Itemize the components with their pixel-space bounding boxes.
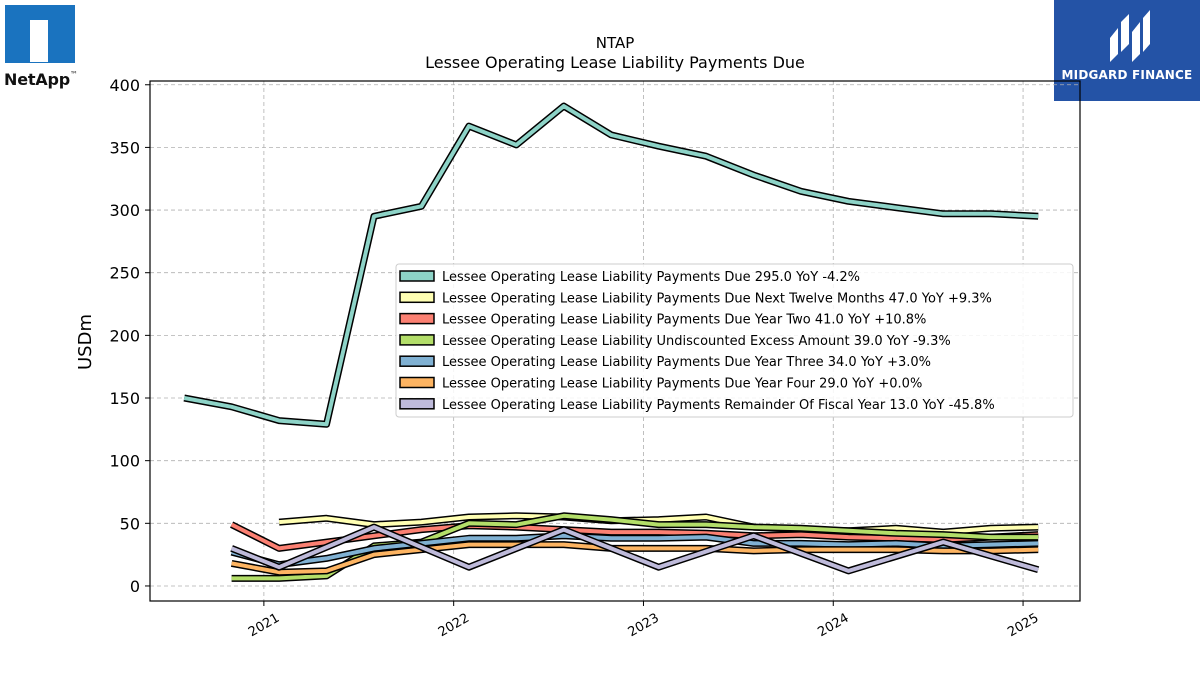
midgard-logo-text: MIDGARD FINANCE (1061, 68, 1193, 82)
netapp-logo: NetApp™ (4, 4, 94, 94)
y-axis-label: USDm (75, 314, 96, 370)
legend-swatch (399, 291, 435, 304)
series-lines (183, 102, 1040, 582)
legend-entry-2: Lessee Operating Lease Liability Payment… (399, 291, 992, 306)
legend-swatch (399, 334, 435, 346)
legend-label: Lessee Operating Lease Liability Payment… (442, 355, 931, 370)
y-tick-label: 0 (130, 577, 140, 596)
x-tick-label: 2023 (626, 611, 662, 641)
series-line-7 (230, 523, 1040, 575)
legend-swatch (399, 312, 435, 325)
midgard-logo-mark (1110, 10, 1150, 62)
y-tick-label: 350 (109, 138, 140, 157)
netapp-logo-text: NetApp™ (4, 70, 78, 89)
legend-label: Lessee Operating Lease Liability Payment… (442, 313, 926, 328)
y-tick-label: 100 (109, 452, 140, 471)
legend-swatch (399, 355, 435, 367)
legend-label: Lessee Operating Lease Liability Undisco… (442, 334, 951, 349)
legend-entry-6: Lessee Operating Lease Liability Payment… (399, 376, 922, 392)
legend: Lessee Operating Lease Liability Payment… (395, 263, 1074, 418)
y-tick-label: 400 (109, 76, 140, 95)
legend-label: Lessee Operating Lease Liability Payment… (442, 270, 860, 285)
y-tick-label: 50 (120, 514, 140, 533)
series-line-3 (230, 521, 1039, 552)
x-tick-label: 2021 (246, 611, 282, 641)
series-line-stroke (230, 522, 1039, 551)
series-line-6 (230, 541, 1039, 576)
series-line-5 (230, 532, 1039, 569)
y-tick-label: 200 (109, 326, 140, 345)
legend-swatch (399, 398, 435, 410)
y-tick-label: 150 (109, 389, 140, 408)
chart-subtitle: Lessee Operating Lease Liability Payment… (425, 53, 805, 72)
legend-box (395, 263, 1074, 418)
series-line-stroke (231, 533, 1039, 567)
series-line-stroke (230, 525, 1039, 573)
x-tick-label: 2025 (1005, 611, 1041, 641)
y-tick-label: 300 (109, 201, 140, 220)
x-tick-label: 2024 (815, 611, 851, 641)
series-line-stroke (183, 104, 1039, 427)
legend-entry-5: Lessee Operating Lease Liability Payment… (399, 355, 931, 370)
series-line-stroke (231, 542, 1039, 575)
legend-entry-3: Lessee Operating Lease Liability Payment… (399, 312, 926, 328)
y-tick-label: 250 (109, 264, 140, 283)
series-line-1 (183, 102, 1039, 428)
legend-swatch (399, 270, 435, 282)
legend-entry-1: Lessee Operating Lease Liability Payment… (399, 270, 860, 285)
plot-frame (149, 80, 1081, 602)
legend-label: Lessee Operating Lease Liability Payment… (442, 377, 922, 392)
midgard-finance-logo: MIDGARD FINANCE (1054, 0, 1200, 101)
legend-entry-7: Lessee Operating Lease Liability Payment… (399, 398, 995, 413)
series-line-2 (278, 512, 1039, 536)
legend-label: Lessee Operating Lease Liability Payment… (442, 291, 992, 306)
legend-label: Lessee Operating Lease Liability Payment… (442, 398, 995, 413)
series-line-stroke (278, 513, 1039, 535)
legend-entry-4: Lessee Operating Lease Liability Undisco… (399, 334, 951, 349)
x-tick-label: 2022 (436, 611, 472, 641)
chart-title: NTAP (596, 34, 635, 52)
legend-swatch (399, 376, 435, 389)
